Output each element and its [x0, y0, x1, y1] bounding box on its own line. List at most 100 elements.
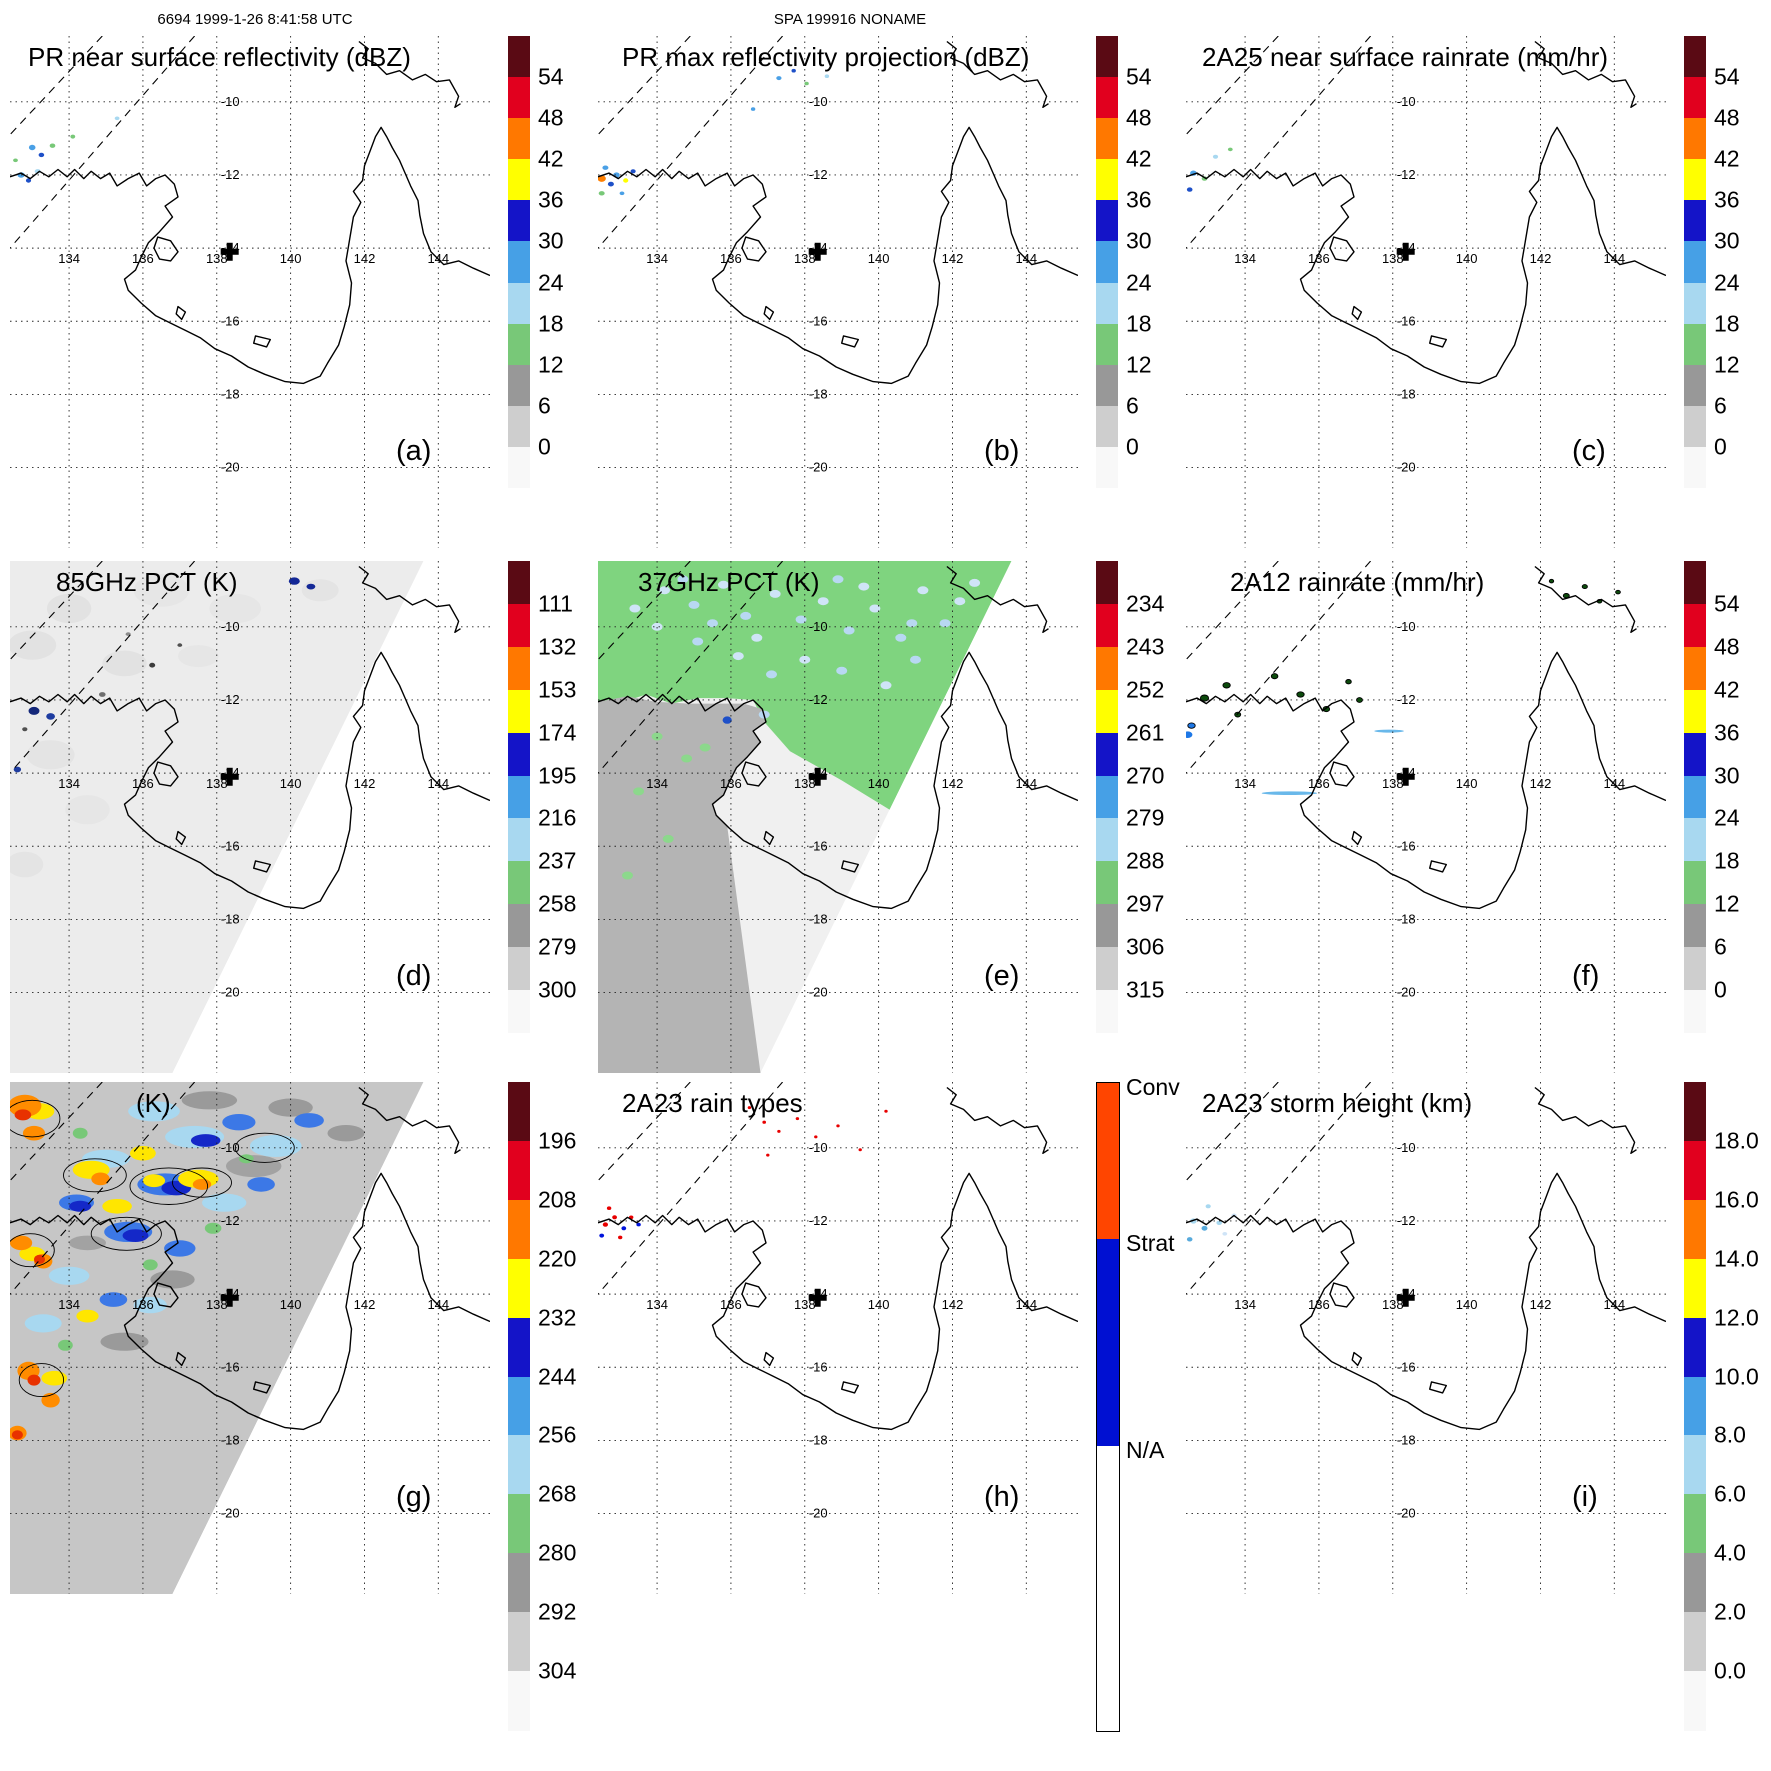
data-patch	[747, 1106, 752, 1110]
data-patch	[25, 178, 32, 183]
colorbar-tick-label: 54	[1714, 63, 1740, 90]
colorbar-segment	[1096, 947, 1118, 991]
lat-label: -20	[809, 460, 828, 475]
lat-label: -16	[221, 838, 240, 853]
island-outline	[763, 305, 775, 321]
lon-label: 142	[354, 251, 376, 266]
panel-title: 2A12 rainrate (mm/hr)	[1230, 567, 1484, 597]
lon-label: 138	[206, 1297, 228, 1312]
colorbar-segment	[1684, 200, 1706, 242]
data-patch	[22, 1125, 46, 1141]
swath-edge-line	[10, 36, 196, 249]
lon-label: 142	[942, 251, 964, 266]
colorbar-tick-label: 42	[1714, 676, 1740, 703]
data-patch	[63, 1158, 127, 1193]
colorbar-segment	[1684, 36, 1706, 78]
map-c: 134136138140142144-10-12-14-16-18-202A25…	[1186, 36, 1666, 548]
lat-label: -12	[221, 1213, 240, 1228]
lon-label: 136	[1308, 1297, 1330, 1312]
swath-edge-line	[10, 561, 103, 661]
data-patch	[102, 650, 147, 677]
data-patch	[622, 871, 633, 880]
data-patch	[762, 1120, 766, 1124]
colorbar-tick-label: 0.0	[1714, 1657, 1746, 1684]
colorbar-tick-label: Strat	[1126, 1229, 1175, 1256]
colorbar-tick-label: 216	[538, 804, 577, 831]
island-outline	[1428, 860, 1447, 873]
colorbar-tick-label: 54	[538, 63, 564, 90]
data-patch	[247, 1177, 275, 1192]
data-patch	[13, 766, 22, 773]
colorbar-segment	[1684, 241, 1706, 283]
lat-label: -18	[221, 1432, 240, 1447]
data-patch	[38, 152, 45, 158]
island-outline	[252, 1381, 271, 1394]
colorbar-tick-label: 237	[538, 847, 577, 874]
swath-edge-line	[598, 36, 691, 136]
colorbar-tick-label: 16.0	[1714, 1186, 1759, 1213]
data-patch	[630, 169, 636, 174]
colorbar-segment	[508, 118, 530, 160]
swath-edge-line	[598, 36, 784, 249]
australia-coastline	[1186, 126, 1666, 385]
data-patch	[1227, 147, 1233, 152]
colorbar-segment	[508, 1376, 530, 1437]
colorbar-tick-label: 6	[1714, 392, 1727, 419]
colorbar-tick-label: 153	[538, 676, 577, 703]
lat-label: -20	[1397, 1506, 1416, 1521]
data-patch	[832, 575, 844, 584]
panel-letter: (b)	[984, 435, 1019, 467]
colorbar-tick-label: 220	[538, 1245, 577, 1272]
data-patch	[226, 1155, 282, 1178]
lat-label: -10	[809, 94, 828, 109]
colorbar-tick-label: 4.0	[1714, 1539, 1746, 1566]
colorbar-tick-label: 261	[1126, 719, 1165, 746]
data-patch	[46, 713, 55, 720]
colorbar-h	[1096, 1082, 1120, 1732]
swath-field	[10, 561, 424, 1073]
data-patch	[204, 1222, 222, 1234]
colorbar-tick-label: 0	[1714, 433, 1727, 460]
png-coastline	[946, 40, 1049, 109]
data-patch	[795, 615, 807, 624]
png-coastline	[1534, 565, 1637, 634]
colorbar-tick-label: 232	[538, 1304, 577, 1331]
colorbar-d	[508, 561, 530, 1034]
lon-label: 134	[646, 776, 668, 791]
data-patch	[190, 1134, 221, 1147]
lat-label: -16	[1397, 313, 1416, 328]
island-outline	[175, 830, 187, 846]
colorbar-segment	[1684, 405, 1706, 448]
data-patch	[612, 1215, 617, 1220]
colorbar-segment	[1684, 603, 1706, 648]
panel-title: 2A23 rain types	[622, 1088, 803, 1118]
data-patch	[69, 1200, 92, 1212]
data-patch	[681, 754, 693, 763]
png-coastline	[946, 565, 1049, 634]
data-patch	[692, 637, 704, 646]
data-patch	[18, 1363, 65, 1398]
colorbar-segment	[1096, 118, 1118, 160]
cross-marker	[814, 767, 821, 786]
data-patch	[651, 732, 663, 741]
cross-marker	[814, 242, 821, 261]
data-patch	[1199, 694, 1210, 702]
colorbar-segment	[508, 904, 530, 948]
lon-label: 134	[1234, 251, 1256, 266]
lat-label: -12	[1397, 692, 1416, 707]
lat-label: -20	[809, 1506, 828, 1521]
island-outline	[840, 335, 859, 348]
map-e: 134136138140142144-10-12-14-16-18-2037GH…	[598, 561, 1078, 1073]
png-coastline	[358, 40, 461, 109]
colorbar-tick-label: 8.0	[1714, 1421, 1746, 1448]
data-patch	[1615, 589, 1621, 595]
data-patch	[707, 619, 718, 628]
data-patch	[766, 670, 777, 679]
colorbar-c	[1684, 36, 1706, 489]
colorbar-tick-label: 132	[538, 633, 577, 660]
swath-edge-line	[1186, 36, 1372, 249]
lon-label: 134	[1234, 776, 1256, 791]
data-patch	[181, 1091, 238, 1110]
lon-label: 140	[1456, 776, 1478, 791]
cross-marker	[226, 1288, 233, 1307]
